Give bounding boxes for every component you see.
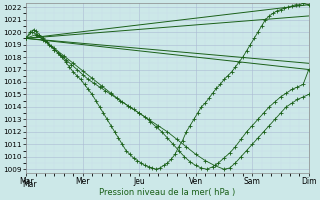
X-axis label: Pression niveau de la mer( hPa ): Pression niveau de la mer( hPa ) bbox=[99, 188, 236, 197]
Text: Mar: Mar bbox=[22, 180, 37, 189]
